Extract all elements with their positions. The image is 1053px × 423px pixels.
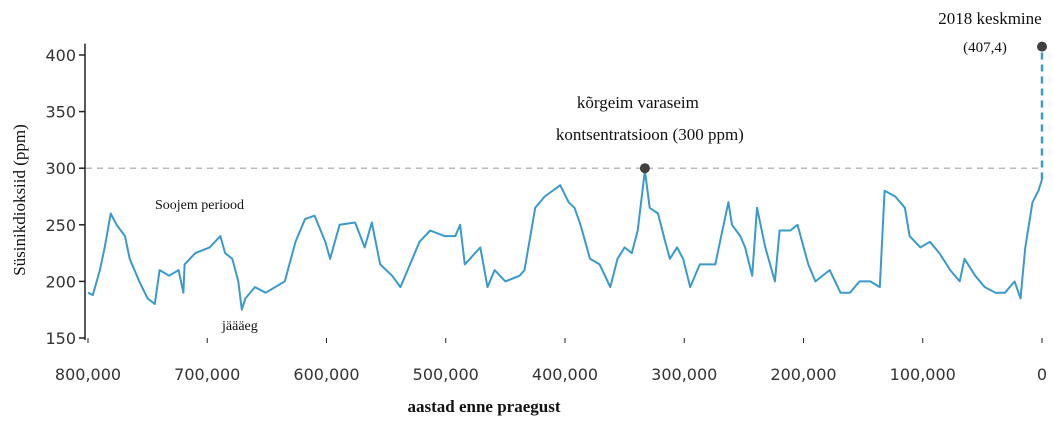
annotation: Soojem periood <box>155 198 244 213</box>
data-line <box>87 169 1043 311</box>
x-tick-label: 400,000 <box>532 365 598 384</box>
highlight-point <box>1037 41 1047 52</box>
highlight-point <box>639 163 650 174</box>
y-tick-label: 400 <box>45 46 76 65</box>
x-tick-label: 100,000 <box>890 365 956 384</box>
y-tick-label: 300 <box>45 159 76 178</box>
annotation: jäääeg <box>221 319 258 334</box>
x-tick-label: 800,000 <box>55 365 121 384</box>
y-tick-label: 250 <box>45 216 76 235</box>
x-tick-label: 600,000 <box>293 365 359 384</box>
x-tick-label: 300,000 <box>651 365 717 384</box>
highlight-label: kõrgeim varaseim <box>577 93 699 112</box>
y-axis-label: Süsinikdioksiid (ppm) <box>10 124 29 276</box>
y-tick-label: 350 <box>45 103 76 122</box>
y-tick-label: 150 <box>45 329 76 348</box>
highlight-title: 2018 keskmine <box>938 9 1041 28</box>
x-tick-label: 0 <box>1037 365 1047 384</box>
highlight-label: kontsentratsioon (300 ppm) <box>556 125 744 144</box>
x-tick-label: 500,000 <box>413 365 479 384</box>
highlight-value-label: (407,4) <box>963 40 1007 56</box>
y-tick-label: 200 <box>45 272 76 291</box>
x-tick-label: 700,000 <box>174 365 240 384</box>
x-axis-label: aastad enne praegust <box>407 397 560 416</box>
x-tick-label: 200,000 <box>770 365 836 384</box>
